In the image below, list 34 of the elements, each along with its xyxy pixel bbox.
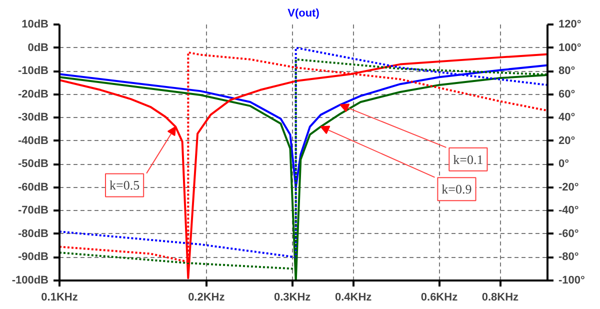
y-tick-label: -50dB xyxy=(18,158,49,170)
y-tick-label: 0dB xyxy=(28,42,49,54)
y2-tick-label: -100° xyxy=(558,274,585,286)
y2-tick-label: -80° xyxy=(558,251,579,264)
y-tick-label: -60dB xyxy=(18,181,49,194)
y2-tick-label: 120° xyxy=(558,18,582,30)
y-tick-label: 10dB xyxy=(22,18,49,30)
y-tick-label: -40dB xyxy=(18,134,49,147)
y-tick-label: -80dB xyxy=(18,228,49,240)
x-tick-label: 0.2KHz xyxy=(188,292,226,304)
x-tick-label: 0.8KHz xyxy=(482,292,520,304)
y2-tick-label: -60° xyxy=(558,228,579,240)
x-tick-label: 0.4KHz xyxy=(334,292,372,304)
y-tick-label: -90dB xyxy=(18,251,49,264)
y2-tick-label: 0° xyxy=(558,158,570,170)
y2-tick-label: 40° xyxy=(558,112,576,124)
y2-tick-label: 80° xyxy=(558,65,576,78)
y2-tick-label: 60° xyxy=(558,88,576,100)
annotation: k=0.5 xyxy=(110,178,140,193)
y-tick-label: -30dB xyxy=(18,112,49,124)
chart-title: V(out) xyxy=(288,8,320,20)
x-tick-label: 0.6KHz xyxy=(420,292,458,304)
y2-tick-label: -20° xyxy=(558,181,579,194)
y2-tick-label: -40° xyxy=(558,204,579,217)
y2-tick-label: 100° xyxy=(558,42,582,54)
y-tick-label: -100dB xyxy=(12,274,49,286)
x-tick-label: 0.1KHz xyxy=(41,292,78,304)
y-tick-label: -70dB xyxy=(18,204,49,217)
y2-tick-label: 20° xyxy=(558,134,576,147)
y-tick-label: -10dB xyxy=(18,65,49,78)
annotation: k=0.9 xyxy=(442,182,472,197)
x-tick-label: 0.3KHz xyxy=(274,292,312,304)
y-tick-label: -20dB xyxy=(18,88,49,100)
annotation: k=0.1 xyxy=(453,152,484,167)
